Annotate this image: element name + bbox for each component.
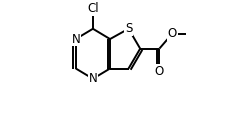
Text: O: O — [168, 27, 177, 40]
Text: S: S — [125, 22, 132, 35]
Text: Cl: Cl — [87, 2, 99, 15]
Text: N: N — [89, 72, 97, 85]
Text: N: N — [71, 33, 80, 45]
Text: O: O — [155, 65, 164, 78]
